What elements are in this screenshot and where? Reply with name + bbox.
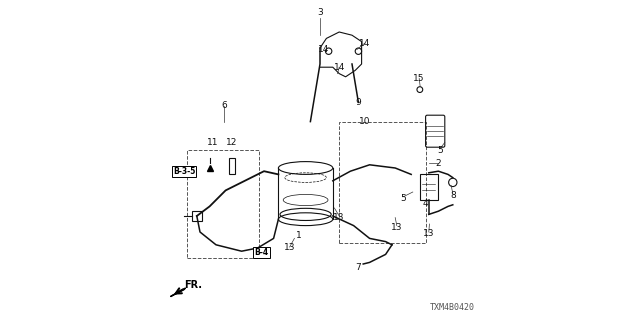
Text: B-4: B-4	[254, 248, 269, 257]
Text: B-3-5: B-3-5	[173, 167, 195, 176]
Text: 3: 3	[317, 8, 323, 17]
Text: 5: 5	[401, 194, 406, 203]
Text: 14: 14	[317, 45, 329, 54]
Text: 13: 13	[423, 229, 435, 238]
Text: 6: 6	[221, 101, 227, 110]
Polygon shape	[170, 288, 186, 297]
Text: FR.: FR.	[184, 280, 202, 290]
Text: 13: 13	[333, 213, 345, 222]
Text: 5: 5	[437, 146, 443, 155]
Bar	[420, 174, 438, 200]
Bar	[229, 158, 236, 174]
Text: 12: 12	[227, 138, 237, 147]
Text: 1: 1	[296, 231, 302, 240]
Text: 7: 7	[356, 263, 361, 272]
Text: 13: 13	[391, 223, 403, 232]
Bar	[339, 122, 426, 243]
Text: 14: 14	[359, 39, 371, 48]
Bar	[192, 211, 202, 221]
Text: 8: 8	[450, 191, 456, 200]
Text: 10: 10	[359, 117, 371, 126]
Text: 2: 2	[436, 159, 441, 168]
Text: 13: 13	[284, 244, 295, 252]
Text: 15: 15	[413, 74, 425, 83]
Bar	[187, 150, 259, 258]
Text: 9: 9	[356, 98, 361, 107]
Text: 11: 11	[207, 138, 218, 147]
Text: 4: 4	[423, 199, 428, 208]
Text: 14: 14	[333, 63, 345, 72]
Text: TXM4B0420: TXM4B0420	[430, 303, 475, 312]
